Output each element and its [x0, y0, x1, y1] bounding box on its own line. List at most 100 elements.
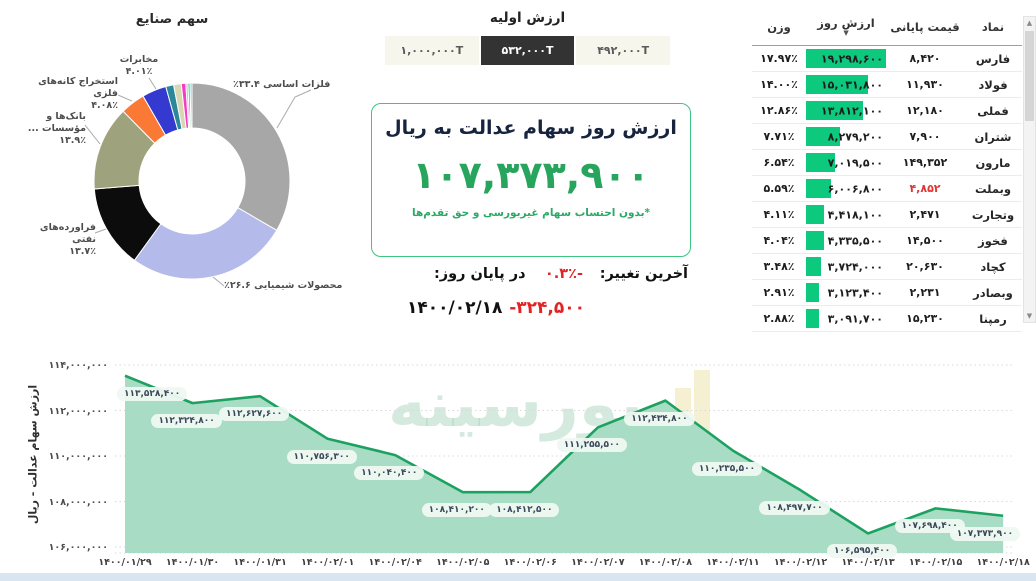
cell-weight: ۱۲.۸۶٪	[760, 104, 798, 117]
cell-weight: ۳.۴۸٪	[763, 260, 795, 273]
area-fill	[125, 375, 1004, 553]
initial-value-option-1000000[interactable]: ۱,۰۰۰,۰۰۰T	[385, 36, 479, 65]
table-scrollbar[interactable]: ▲ ▼	[1023, 16, 1036, 323]
donut-slice-other-6[interactable]	[189, 82, 193, 129]
cell-day-value: ۷,۰۱۹,۵۰۰	[806, 150, 886, 175]
initial-value-option-492000[interactable]: ۴۹۲,۰۰۰T	[576, 36, 671, 65]
last-change-section: آخرین تغییر: -۰.۳٪ در پایان روز: -۳۲۴,۵۰…	[372, 266, 690, 328]
header-weight[interactable]: وزن	[767, 19, 791, 34]
x-tick-label: ۱۴۰۰/۰۲/۱۱	[706, 557, 760, 568]
value-bar	[806, 231, 824, 250]
today-value-note: *بدون احتساب سهام غیربورسی و حق تقدم‌ها	[412, 207, 650, 219]
value-number: ۷,۰۱۹,۵۰۰	[827, 156, 883, 169]
header-day-value[interactable]: ارزش روز ▼	[817, 16, 875, 37]
cell-day-value: ۶,۰۰۶,۸۰۰	[806, 176, 886, 201]
stock-row-شتران[interactable]: شتران ۷,۹۰۰ ۸,۲۷۹,۲۰۰ ۷.۷۱٪	[752, 124, 1022, 150]
end-of-day-date: ۱۴۰۰/۰۲/۱۸	[407, 298, 503, 318]
x-tick-label: ۱۴۰۰/۰۲/۰۶	[503, 557, 557, 568]
point-label: ۱۱۲,۳۲۴,۸۰۰	[151, 414, 222, 429]
last-change-label: آخرین تغییر:	[599, 266, 688, 282]
x-tick-label: ۱۴۰۰/۰۱/۲۹	[98, 557, 152, 568]
value-bar	[806, 101, 864, 120]
stocks-table: نماد قیمت پایانی ارزش روز ▼ وزن فارس ۸,۴۲…	[752, 8, 1022, 335]
value-number: ۶,۰۰۶,۸۰۰	[827, 182, 883, 195]
y-tick-label: ۱۱۴,۰۰۰,۰۰۰	[48, 360, 108, 371]
initial-value-option-532000[interactable]: ۵۳۲,۰۰۰T	[480, 36, 575, 65]
cell-symbol: رمپنا	[979, 311, 1007, 326]
pie-label-telecom: مخابرات ۴.۰۱٪	[119, 54, 159, 77]
x-tick-label: ۱۴۰۰/۰۱/۳۱	[233, 557, 287, 568]
value-number: ۱۹,۲۹۸,۶۰۰	[820, 52, 883, 65]
header-symbol[interactable]: نماد	[981, 19, 1005, 34]
cell-day-value: ۴,۴۱۸,۱۰۰	[806, 202, 886, 227]
stock-row-کچاد[interactable]: کچاد ۲۰,۶۳۰ ۳,۷۲۴,۰۰۰ ۳.۴۸٪	[752, 254, 1022, 280]
cell-day-value: ۸,۲۷۹,۲۰۰	[806, 124, 886, 149]
cell-symbol: فولاد	[978, 77, 1008, 92]
value-number: ۸,۲۷۹,۲۰۰	[827, 130, 883, 143]
donut-slice-chemicals[interactable]	[133, 207, 278, 280]
point-label: ۱۱۰,۰۴۰,۴۰۰	[354, 466, 425, 481]
point-label: ۱۰۷,۶۹۸,۴۰۰	[894, 519, 965, 534]
stock-row-فخوز[interactable]: فخوز ۱۴,۵۰۰ ۴,۳۳۵,۵۰۰ ۴.۰۴٪	[752, 228, 1022, 254]
scrollbar-thumb[interactable]	[1025, 31, 1034, 121]
cell-clipped	[964, 332, 1022, 335]
value-bar	[806, 127, 841, 146]
x-tick-label: ۱۴۰۰/۰۲/۰۵	[436, 557, 490, 568]
point-label: ۱۰۸,۴۱۲,۵۰۰	[489, 503, 560, 518]
value-number: ۴,۴۱۸,۱۰۰	[827, 208, 883, 221]
industries-donut-chart	[84, 77, 312, 287]
stock-row-وتجارت[interactable]: وتجارت ۲,۴۷۱ ۴,۴۱۸,۱۰۰ ۴.۱۱٪	[752, 202, 1022, 228]
stocks-table-section: نماد قیمت پایانی ارزش روز ▼ وزن فارس ۸,۴۲…	[752, 8, 1036, 335]
last-change-percent: -۰.۳٪	[544, 266, 583, 282]
cell-symbol: فخوز	[978, 233, 1008, 248]
value-history-chart-section: بورسینه ارزش سهام عدالت - ریال ۱۱۴,۰۰۰,۰…	[0, 346, 1036, 574]
value-number: ۴,۳۳۵,۵۰۰	[827, 234, 883, 247]
area-line	[124, 374, 1004, 535]
header-close-price[interactable]: قیمت پایانی	[890, 19, 960, 34]
cell-day-value: ۱۹,۲۹۸,۶۰۰	[806, 46, 886, 71]
stock-row-وبملت[interactable]: وبملت ۴,۸۵۲ ۶,۰۰۶,۸۰۰ ۵.۵۹٪	[752, 176, 1022, 202]
stock-row-partial[interactable]	[752, 332, 1022, 335]
value-bar	[806, 153, 836, 172]
value-bar	[806, 205, 825, 224]
value-bar	[806, 49, 886, 68]
cell-day-value: ۴,۳۳۵,۵۰۰	[806, 228, 886, 253]
stock-row-وبصادر[interactable]: وبصادر ۲,۲۳۱ ۳,۱۲۳,۴۰۰ ۲.۹۱٪	[752, 280, 1022, 306]
end-of-day-label: در پایان روز:	[434, 266, 526, 282]
today-value-card: ارزش روز سهام عدالت به ریال ۱۰۷,۳۷۳,۹۰۰ …	[371, 103, 691, 257]
cell-weight: ۷.۷۱٪	[763, 130, 795, 143]
cell-clipped	[752, 332, 806, 335]
cell-close-price: ۲,۴۷۱	[909, 208, 941, 221]
cell-day-value: ۱۳,۸۱۲,۱۰۰	[806, 98, 886, 123]
cell-symbol: فارس	[975, 51, 1011, 66]
scroll-up-icon[interactable]: ▲	[1026, 19, 1033, 27]
cell-close-price: ۱۴۹,۳۵۲	[902, 156, 948, 169]
value-bar	[806, 75, 869, 94]
scroll-down-icon[interactable]: ▼	[1026, 312, 1033, 320]
label-connector-telecom	[148, 77, 157, 90]
x-tick-label: ۱۴۰۰/۰۱/۳۰	[165, 557, 220, 568]
cell-day-value: ۳,۰۹۱,۷۰۰	[806, 306, 886, 331]
stock-row-فولاد[interactable]: فولاد ۱۱,۹۳۰ ۱۵,۰۳۱,۸۰۰ ۱۴.۰۰٪	[752, 72, 1022, 98]
point-label: ۱۱۰,۷۵۶,۳۰۰	[286, 449, 357, 464]
cell-day-value: ۳,۷۲۴,۰۰۰	[806, 254, 886, 279]
cell-symbol: فملی	[977, 103, 1009, 118]
pie-label-mining: استخراج کانه‌های فلزی ۴.۰۸٪	[38, 76, 118, 111]
value-bar	[806, 179, 831, 198]
cell-close-price: ۸,۴۲۰	[909, 52, 941, 65]
today-value-number: ۱۰۷,۳۷۳,۹۰۰	[412, 153, 650, 197]
stock-row-فملی[interactable]: فملی ۱۲,۱۸۰ ۱۳,۸۱۲,۱۰۰ ۱۲.۸۶٪	[752, 98, 1022, 124]
donut-slice-metals[interactable]	[191, 82, 291, 232]
y-tick-label: ۱۱۰,۰۰۰,۰۰۰	[48, 451, 108, 462]
label-connector-oil	[94, 228, 107, 234]
x-tick-label: ۱۴۰۰/۰۲/۰۸	[638, 557, 693, 568]
label-connector-chemicals	[212, 276, 225, 287]
stocks-table-header: نماد قیمت پایانی ارزش روز ▼ وزن	[752, 8, 1022, 46]
stock-row-فارس[interactable]: فارس ۸,۴۲۰ ۱۹,۲۹۸,۶۰۰ ۱۷.۹۷٪	[752, 46, 1022, 72]
stock-row-رمپنا[interactable]: رمپنا ۱۵,۲۳۰ ۳,۰۹۱,۷۰۰ ۲.۸۸٪	[752, 306, 1022, 332]
industries-chart-title: سهم صنایع	[135, 12, 209, 27]
cell-clipped	[886, 332, 964, 335]
label-connector-mining	[117, 94, 133, 102]
stock-row-مارون[interactable]: مارون ۱۴۹,۳۵۲ ۷,۰۱۹,۵۰۰ ۶.۵۴٪	[752, 150, 1022, 176]
x-tick-label: ۱۴۰۰/۰۲/۱۸	[976, 557, 1030, 568]
